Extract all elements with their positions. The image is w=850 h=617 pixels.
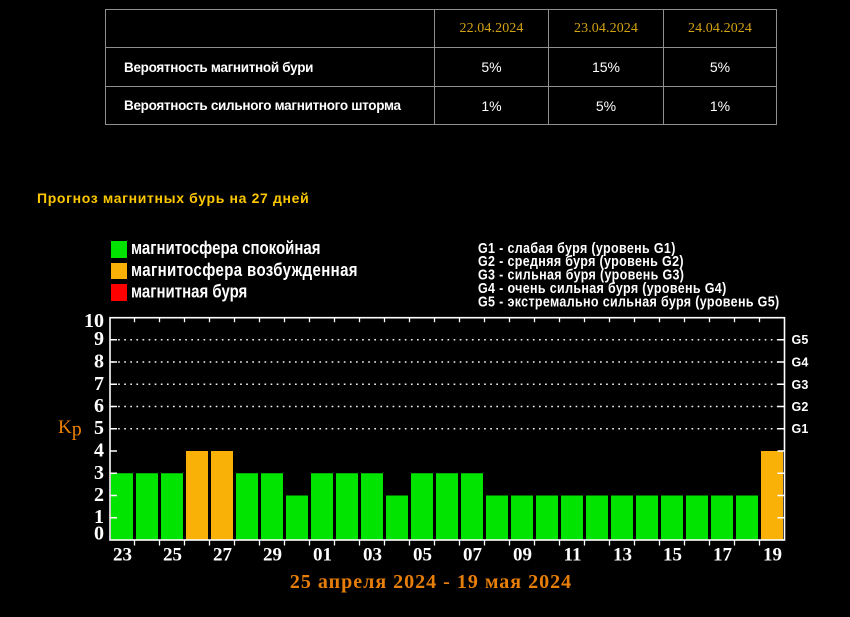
svg-text:3: 3: [94, 462, 104, 484]
svg-text:9: 9: [94, 328, 104, 350]
svg-text:G4 - очень сильная буря (урове: G4 - очень сильная буря (уровень G4): [478, 280, 727, 296]
svg-text:17: 17: [713, 545, 733, 566]
svg-text:07: 07: [463, 545, 483, 566]
svg-text:2: 2: [94, 484, 104, 506]
svg-text:10: 10: [84, 310, 104, 332]
svg-text:25: 25: [163, 545, 182, 566]
svg-text:01: 01: [313, 545, 332, 566]
svg-text:6: 6: [94, 395, 104, 417]
svg-text:4: 4: [94, 440, 104, 462]
svg-text:8: 8: [94, 351, 104, 373]
svg-text:G2 - средняя буря (уровень G2): G2 - средняя буря (уровень G2): [478, 253, 684, 269]
svg-text:1: 1: [94, 506, 104, 528]
svg-text:27: 27: [213, 545, 233, 566]
svg-text:G4: G4: [792, 356, 809, 370]
svg-text:магнитосфера спокойная: магнитосфера спокойная: [131, 238, 320, 259]
svg-text:03: 03: [363, 545, 382, 566]
svg-text:19: 19: [763, 545, 782, 566]
svg-text:11: 11: [564, 545, 582, 566]
svg-text:G3: G3: [792, 378, 809, 392]
svg-text:15: 15: [663, 545, 682, 566]
svg-text:магнитосфера возбужденная: магнитосфера возбужденная: [131, 259, 358, 280]
svg-text:G3 - сильная буря (уровень G3): G3 - сильная буря (уровень G3): [478, 267, 684, 283]
svg-text:13: 13: [613, 545, 632, 566]
svg-text:23: 23: [113, 545, 132, 566]
svg-text:G5: G5: [792, 333, 809, 347]
svg-text:25 апреля 2024 - 19 мая 2024: 25 апреля 2024 - 19 мая 2024: [290, 571, 572, 593]
svg-text:7: 7: [94, 373, 104, 395]
svg-text:G2: G2: [792, 400, 809, 414]
svg-text:09: 09: [513, 545, 532, 566]
svg-text:29: 29: [263, 545, 282, 566]
svg-text:магнитная буря: магнитная буря: [131, 281, 247, 302]
svg-text:0: 0: [94, 523, 104, 545]
svg-text:05: 05: [413, 545, 432, 566]
svg-text:G1: G1: [792, 422, 809, 436]
svg-text:5: 5: [94, 417, 104, 439]
svg-text:G1 - слабая буря (уровень G1): G1 - слабая буря (уровень G1): [478, 240, 676, 256]
svg-text:Kp: Kp: [58, 417, 82, 441]
svg-text:G5 - экстремально сильная буря: G5 - экстремально сильная буря (уровень …: [478, 294, 780, 310]
